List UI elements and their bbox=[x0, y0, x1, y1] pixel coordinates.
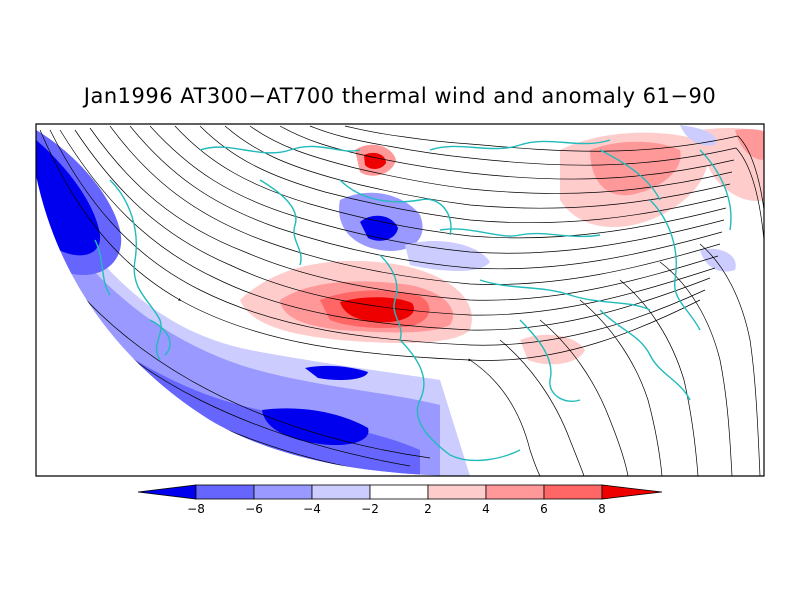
blue-east bbox=[405, 241, 490, 271]
blue-far-east bbox=[680, 125, 716, 146]
blue-west-core bbox=[36, 140, 101, 256]
colorbar-label: 4 bbox=[482, 502, 490, 516]
colorbar-arrow-right bbox=[601, 484, 663, 500]
red-arctic-core bbox=[364, 152, 386, 169]
blue-mid-spot bbox=[305, 365, 368, 380]
red-siberia-mid bbox=[590, 141, 681, 196]
map-frame bbox=[35, 123, 765, 477]
anomaly-field bbox=[36, 124, 764, 476]
page-title: Jan1996 AT300−AT700 thermal wind and ano… bbox=[83, 84, 717, 108]
colorbar-label: −8 bbox=[187, 502, 205, 516]
colorbar-label: 8 bbox=[598, 502, 606, 516]
colorbar-label: 6 bbox=[540, 502, 548, 516]
colorbar-label: −2 bbox=[361, 502, 379, 516]
red-pacific-mid bbox=[735, 129, 764, 160]
colorbar-segment bbox=[195, 484, 255, 500]
blue-east-small bbox=[700, 248, 736, 272]
colorbar-label: −4 bbox=[303, 502, 321, 516]
colorbar-label: 2 bbox=[424, 502, 432, 516]
colorbar bbox=[137, 484, 663, 500]
coastlines bbox=[94, 139, 732, 462]
colorbar-segment bbox=[311, 484, 371, 500]
colorbar-segment bbox=[427, 484, 487, 500]
colorbar-label: −6 bbox=[245, 502, 263, 516]
colorbar-arrow-left bbox=[137, 484, 197, 500]
colorbar-segment bbox=[253, 484, 313, 500]
colorbar-segment bbox=[543, 484, 603, 500]
colorbar-segment bbox=[485, 484, 545, 500]
blue-nordic-core bbox=[360, 215, 398, 241]
colorbar-segment bbox=[369, 484, 429, 500]
